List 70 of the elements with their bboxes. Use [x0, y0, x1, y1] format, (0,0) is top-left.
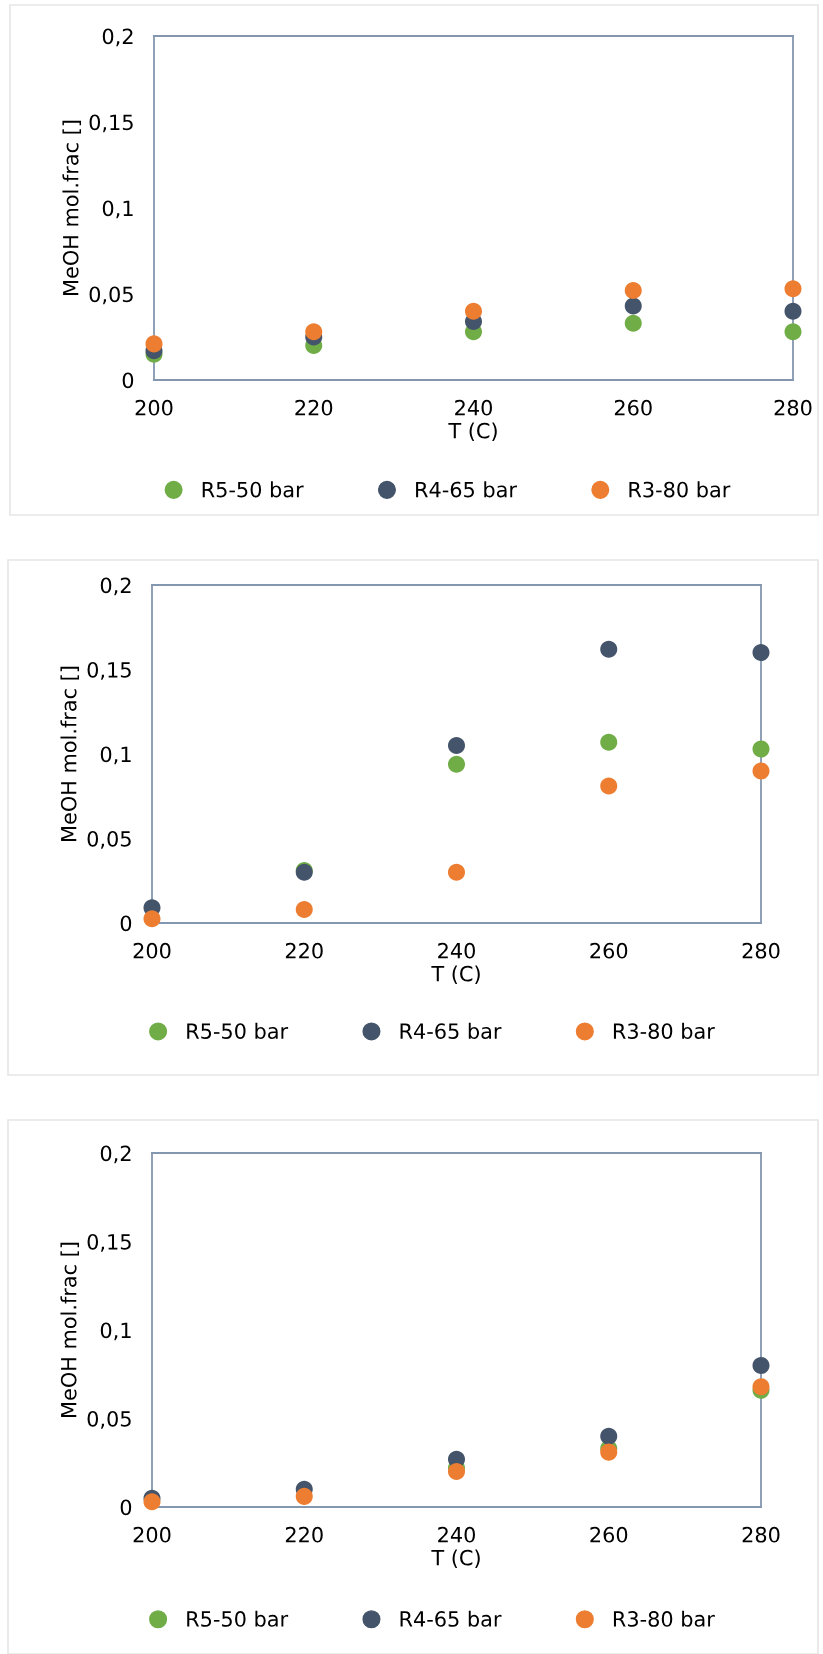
x-tick-label: 260 — [614, 399, 652, 416]
legend-label: R5-50 bar — [187, 1610, 289, 1627]
x-tick-label: 200 — [133, 1526, 171, 1543]
x-tick-label: 200 — [135, 399, 173, 416]
point — [447, 755, 466, 773]
x-tick-label: 280 — [774, 399, 812, 416]
point — [600, 1427, 618, 1445]
point — [784, 280, 802, 298]
x-tick-label: 260 — [590, 1526, 628, 1543]
legend-label: R4-65 bar — [416, 481, 517, 498]
x-tick-label: 240 — [438, 942, 475, 959]
point — [752, 644, 770, 662]
y-tick-label: 0,05 — [87, 830, 131, 849]
y-axis-title: MeOH mol.frac [] — [62, 120, 82, 295]
x-tick-label: 260 — [590, 942, 628, 959]
y-tick-label: 0,05 — [87, 1410, 131, 1429]
x-tick-label: 220 — [295, 399, 333, 416]
point — [447, 1463, 466, 1481]
legend-label: R4-65 bar — [400, 1610, 502, 1627]
legend-label: R3-80 bar — [613, 1022, 715, 1039]
y-tick-label: 0,15 — [87, 661, 131, 680]
point — [464, 302, 483, 320]
y-tick-label: 0,2 — [100, 1145, 131, 1164]
y-tick-label: 0,1 — [100, 746, 131, 765]
y-tick-label: 0,1 — [100, 1322, 131, 1341]
point — [295, 900, 313, 918]
point — [784, 302, 802, 320]
legend-label: R3-80 bar — [629, 481, 731, 498]
point — [143, 910, 161, 928]
point — [624, 297, 642, 315]
point — [447, 737, 466, 755]
x-axis-title: T (C) — [448, 422, 497, 441]
y-tick-label: 0,2 — [102, 28, 133, 47]
x-axis-title: T (C) — [431, 1549, 480, 1568]
x-tick-label: 240 — [438, 1526, 475, 1543]
y-tick-label: 0 — [120, 915, 132, 932]
point — [447, 863, 466, 881]
point — [600, 733, 618, 751]
y-tick-label: 0,2 — [100, 577, 131, 596]
y-tick-label: 0 — [122, 372, 134, 389]
point — [784, 323, 802, 341]
point — [752, 740, 770, 758]
y-tick-label: 0,15 — [87, 1233, 131, 1252]
x-tick-label: 280 — [742, 942, 780, 959]
legend-label: R4-65 bar — [400, 1022, 502, 1039]
x-tick-label: 200 — [133, 942, 171, 959]
point — [624, 314, 642, 332]
point — [752, 1356, 770, 1374]
point — [600, 640, 618, 658]
y-axis-title: MeOH mol.frac [] — [60, 666, 80, 841]
y-tick-label: 0 — [120, 1499, 132, 1516]
legend-label: R3-80 bar — [613, 1610, 715, 1627]
y-tick-label: 0,15 — [89, 114, 133, 133]
x-tick-label: 240 — [455, 399, 492, 416]
point — [752, 762, 770, 780]
point — [295, 1487, 313, 1505]
y-axis-title: MeOH mol.frac [] — [60, 1242, 80, 1417]
y-tick-label: 0,05 — [89, 286, 133, 305]
x-tick-label: 220 — [285, 942, 323, 959]
x-tick-label: 220 — [285, 1526, 323, 1543]
point — [624, 282, 642, 300]
point — [145, 335, 163, 353]
legend-label: R5-50 bar — [202, 481, 304, 498]
point — [600, 777, 618, 795]
y-tick-label: 0,1 — [102, 200, 133, 219]
legend-label: R5-50 bar — [187, 1022, 289, 1039]
point — [305, 323, 323, 341]
x-tick-label: 280 — [742, 1526, 780, 1543]
x-axis-title: T (C) — [431, 965, 480, 984]
point — [143, 1493, 161, 1511]
